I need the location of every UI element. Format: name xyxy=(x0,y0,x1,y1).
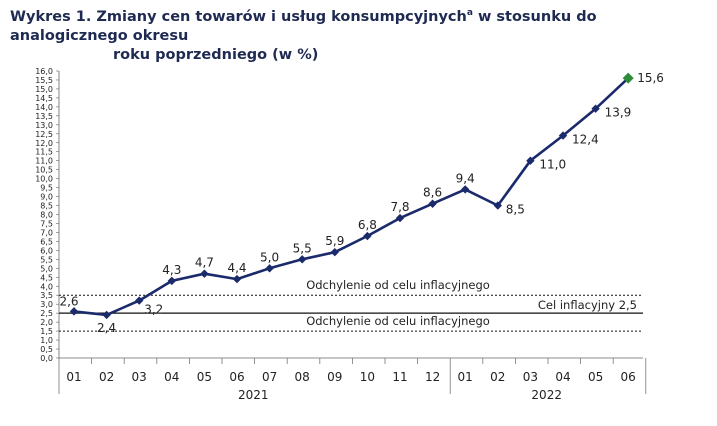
data-label: 12,4 xyxy=(572,133,599,147)
y-tick-label: 5,0 xyxy=(40,264,53,273)
data-label: 4,3 xyxy=(162,263,181,277)
data-point xyxy=(330,247,339,257)
y-tick-label: 9,0 xyxy=(40,193,53,202)
y-tick-label: 15,0 xyxy=(35,85,53,94)
y-tick-label: 11,5 xyxy=(35,148,53,157)
data-point xyxy=(493,201,502,210)
data-label: 5,0 xyxy=(260,250,279,264)
y-tick-label: 7,0 xyxy=(40,228,53,237)
y-tick-label: 14,5 xyxy=(35,94,53,103)
x-tick-label: 12 xyxy=(425,370,440,384)
x-tick-label: 02 xyxy=(99,370,114,384)
chart-title: Wykres 1. Zmiany cen towarów i usług kon… xyxy=(10,8,700,65)
data-label: 5,5 xyxy=(293,241,312,255)
y-tick-label: 11,0 xyxy=(35,157,53,166)
x-tick-label: 02 xyxy=(490,370,505,384)
x-tick-label: 11 xyxy=(392,370,407,384)
y-tick-label: 10,0 xyxy=(35,175,53,184)
data-point xyxy=(428,199,437,208)
data-point xyxy=(135,296,144,305)
data-point xyxy=(298,255,307,264)
y-tick-label: 6,0 xyxy=(40,246,53,255)
x-tick-label: 06 xyxy=(229,370,244,384)
data-label: 3,2 xyxy=(144,303,163,317)
y-tick-label: 16,0 xyxy=(35,67,53,76)
data-label: 5,9 xyxy=(325,234,344,248)
data-label: 9,4 xyxy=(456,171,475,185)
data-label: 6,8 xyxy=(358,218,377,232)
x-tick-label: 01 xyxy=(66,370,81,384)
y-tick-label: 13,0 xyxy=(35,121,53,130)
series-line xyxy=(73,77,630,317)
y-tick-label: 1,5 xyxy=(40,327,53,336)
title-line1: Wykres 1. Zmiany cen towarów i usług kon… xyxy=(10,9,467,25)
title-superscript: a xyxy=(466,8,473,19)
x-tick-label: 06 xyxy=(621,370,636,384)
data-point xyxy=(395,213,405,223)
y-tick-label: 2,5 xyxy=(40,309,53,318)
x-tick-label: 03 xyxy=(523,370,538,384)
y-tick-label: 0,5 xyxy=(40,345,53,354)
data-label: 7,8 xyxy=(390,200,409,214)
data-label: 15,6 xyxy=(637,71,664,85)
data-point xyxy=(102,310,111,320)
data-point xyxy=(265,264,274,273)
y-tick-label: 3,0 xyxy=(40,300,53,309)
data-label: 4,4 xyxy=(227,261,246,275)
x-tick-label: 09 xyxy=(327,370,342,384)
data-point xyxy=(526,156,535,165)
data-point xyxy=(461,185,470,194)
y-tick-label: 4,0 xyxy=(40,282,53,291)
y-tick-label: 12,0 xyxy=(35,139,53,148)
data-label: 8,6 xyxy=(423,186,442,200)
data-label: 4,7 xyxy=(195,256,214,270)
y-tick-label: 1,0 xyxy=(40,336,53,345)
year-label: 2021 xyxy=(238,388,269,402)
data-point xyxy=(200,269,209,278)
x-tick-label: 10 xyxy=(360,370,375,384)
data-point xyxy=(591,104,600,113)
upper-deviation-label: Odchylenie od celu inflacyjnego xyxy=(306,278,490,292)
y-tick-label: 2,0 xyxy=(40,318,53,327)
x-tick-label: 04 xyxy=(164,370,179,384)
x-tick-label: 01 xyxy=(458,370,473,384)
x-tick-label: 05 xyxy=(588,370,603,384)
year-label: 2022 xyxy=(531,388,562,402)
y-tick-label: 8,5 xyxy=(40,202,53,211)
y-tick-label: 9,5 xyxy=(40,184,53,193)
data-label: 8,5 xyxy=(506,203,525,217)
last-data-point xyxy=(622,72,634,84)
x-tick-label: 08 xyxy=(295,370,310,384)
data-label: 2,4 xyxy=(97,321,116,335)
y-tick-label: 15,5 xyxy=(35,76,53,85)
y-tick-label: 13,5 xyxy=(35,112,53,121)
y-tick-label: 10,5 xyxy=(35,166,53,175)
title-line2: roku poprzedniego (w %) xyxy=(113,47,319,63)
x-tick-label: 05 xyxy=(197,370,212,384)
y-tick-label: 3,5 xyxy=(40,291,53,300)
data-point xyxy=(558,131,568,140)
data-point xyxy=(167,276,176,286)
target-line-label: Cel inflacyjny 2,5 xyxy=(538,298,637,312)
y-tick-label: 14,0 xyxy=(35,103,53,112)
y-tick-label: 0,0 xyxy=(40,354,53,363)
x-tick-label: 03 xyxy=(132,370,147,384)
y-tick-label: 5,5 xyxy=(40,255,53,264)
data-point xyxy=(363,231,372,241)
y-tick-label: 12,5 xyxy=(35,130,53,139)
lower-deviation-label: Odchylenie od celu inflacyjnego xyxy=(306,314,490,328)
title-line1-rest: w stosunku do analogicznego okresu xyxy=(10,9,597,44)
data-label: 2,6 xyxy=(59,294,78,308)
x-tick-label: 04 xyxy=(555,370,570,384)
data-label: 13,9 xyxy=(605,106,632,120)
y-tick-label: 8,0 xyxy=(40,211,53,220)
y-tick-label: 6,5 xyxy=(40,237,53,246)
x-tick-label: 07 xyxy=(262,370,277,384)
data-label: 11,0 xyxy=(539,158,566,172)
y-tick-label: 4,5 xyxy=(40,273,53,282)
data-point xyxy=(232,274,242,284)
y-tick-label: 7,5 xyxy=(40,219,53,228)
data-point xyxy=(69,307,79,316)
